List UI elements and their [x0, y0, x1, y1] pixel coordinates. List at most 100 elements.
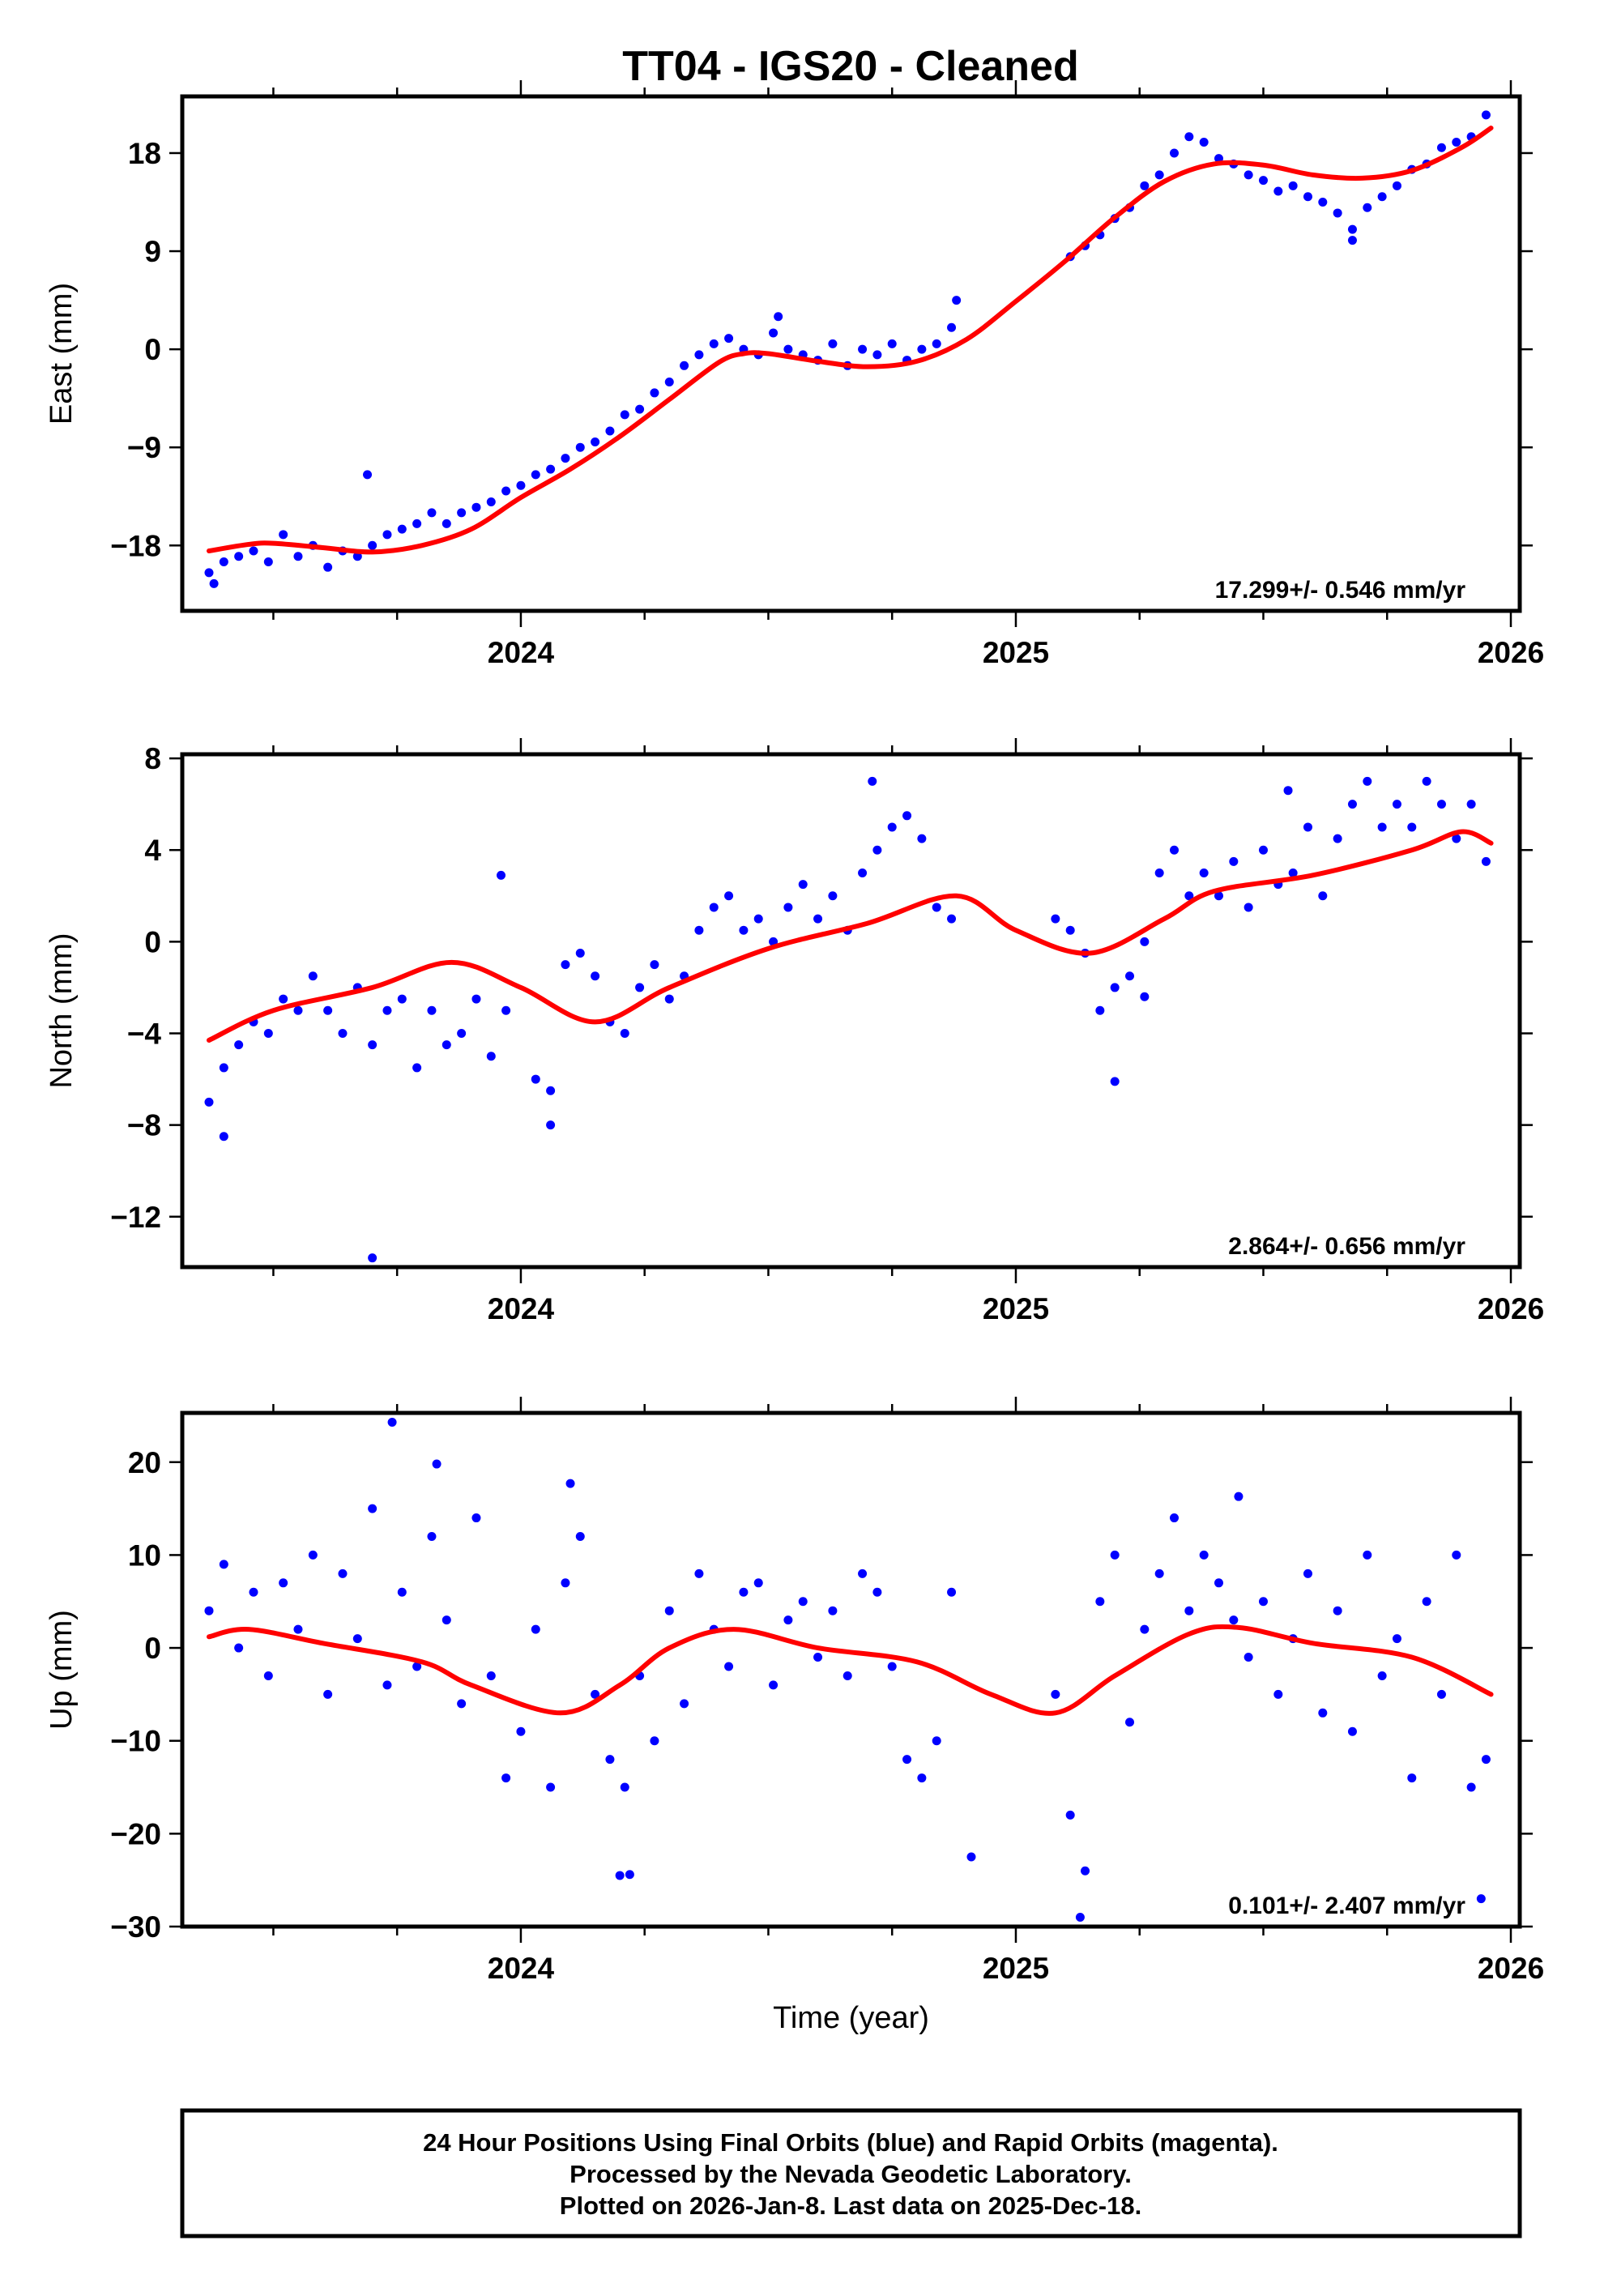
data-point — [323, 562, 333, 572]
data-point — [1170, 148, 1180, 158]
data-point — [1392, 800, 1401, 809]
data-points — [204, 1417, 1491, 1923]
y-tick-label: 10 — [128, 1538, 161, 1572]
x-tick-label: 2025 — [983, 1292, 1049, 1325]
data-point — [263, 557, 273, 566]
data-point — [352, 1634, 362, 1644]
data-point — [887, 1662, 897, 1671]
data-point — [457, 508, 467, 518]
data-point — [1318, 1708, 1328, 1718]
plot-frame — [180, 94, 1522, 613]
data-point — [828, 891, 838, 901]
data-point — [887, 339, 897, 348]
data-point — [783, 344, 793, 354]
data-point — [412, 1662, 422, 1671]
x-tick-label: 2024 — [488, 1292, 555, 1325]
data-point — [1347, 1726, 1357, 1736]
data-point — [917, 1773, 927, 1783]
data-point — [932, 339, 941, 348]
data-point — [858, 344, 868, 354]
data-point — [546, 1120, 556, 1130]
data-point — [620, 410, 629, 420]
velocity-label: 0.101+/- 2.407 mm/yr — [1228, 1893, 1465, 1919]
data-point — [442, 519, 451, 528]
data-point — [397, 994, 407, 1004]
x-tick-label: 2024 — [488, 636, 555, 669]
y-tick-label: 18 — [128, 137, 161, 170]
y-axis-title: East (mm) — [45, 283, 79, 425]
data-point — [1288, 181, 1298, 190]
data-point — [813, 914, 823, 924]
data-point — [1184, 132, 1194, 142]
data-point — [457, 1029, 467, 1039]
data-point — [769, 328, 779, 338]
data-point — [798, 880, 808, 890]
data-point — [625, 1870, 634, 1880]
x-tick-label: 2025 — [983, 636, 1049, 669]
data-point — [753, 914, 763, 924]
data-point — [279, 530, 288, 540]
y-tick-label: 20 — [128, 1446, 161, 1479]
data-point — [1466, 1782, 1476, 1792]
y-tick-label: −12 — [110, 1201, 161, 1234]
data-point — [769, 1680, 779, 1690]
x-tick-label: 2026 — [1478, 1952, 1544, 1985]
y-tick-label: 0 — [144, 333, 161, 366]
data-point — [412, 1063, 422, 1073]
data-point — [917, 834, 927, 843]
data-point — [1258, 845, 1268, 855]
data-point — [575, 949, 585, 958]
data-point — [323, 1005, 333, 1015]
data-point — [635, 983, 645, 992]
data-point — [650, 1736, 659, 1746]
data-point — [293, 1005, 303, 1015]
data-point — [1170, 845, 1180, 855]
data-point — [798, 1597, 808, 1607]
data-point — [680, 1699, 689, 1709]
data-point — [293, 1624, 303, 1634]
data-point — [739, 925, 749, 935]
data-point — [774, 312, 783, 322]
data-point — [338, 1568, 348, 1578]
data-point — [1075, 1913, 1085, 1923]
data-point — [219, 1560, 228, 1569]
x-axis-title: Time (year) — [773, 2001, 929, 2035]
panel-north: 2024 2025 2026 8 4 0 −4 −8 −12 North (mm) 2.864+/-… — [45, 738, 1544, 1325]
data-point — [783, 903, 793, 912]
data-point — [471, 1513, 481, 1523]
data-point — [249, 1587, 258, 1597]
data-point — [1333, 834, 1342, 843]
data-point — [828, 1606, 838, 1615]
data-point — [338, 1029, 348, 1039]
data-point — [497, 870, 506, 880]
data-point — [486, 497, 496, 506]
data-point — [1258, 176, 1268, 186]
data-point — [1214, 1578, 1223, 1588]
data-point — [219, 1063, 228, 1073]
data-point — [724, 891, 734, 901]
data-point — [279, 1578, 288, 1588]
data-point — [457, 1699, 467, 1709]
data-point — [1081, 1866, 1090, 1876]
velocity-label: 2.864+/- 0.656 mm/yr — [1228, 1233, 1465, 1260]
data-point — [1273, 186, 1283, 196]
data-point — [1234, 1492, 1244, 1501]
data-point — [1199, 138, 1209, 147]
data-point — [1407, 822, 1417, 832]
data-point — [843, 1671, 852, 1680]
data-point — [1303, 192, 1312, 202]
data-point — [368, 1040, 378, 1050]
data-point — [397, 1587, 407, 1597]
data-point — [561, 454, 570, 463]
data-point — [664, 1606, 674, 1615]
data-point — [471, 994, 481, 1004]
data-point — [412, 519, 422, 528]
data-point — [352, 552, 362, 561]
data-point — [664, 994, 674, 1004]
data-point — [501, 1005, 511, 1015]
data-point — [664, 377, 674, 386]
data-point — [363, 470, 373, 480]
data-point — [1184, 891, 1194, 901]
